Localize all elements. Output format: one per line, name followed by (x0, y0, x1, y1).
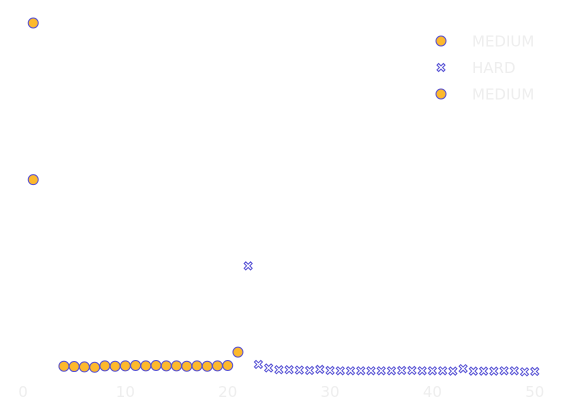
data-point (304, 365, 315, 376)
data-point (427, 366, 438, 376)
data-point (356, 366, 366, 376)
data-point (325, 365, 335, 376)
data-point (27, 17, 39, 29)
data-point (119, 360, 131, 372)
data-point (58, 360, 70, 372)
data-point (99, 360, 111, 372)
data-point (478, 366, 489, 376)
data-point (253, 359, 264, 370)
data-point (386, 366, 397, 376)
data-point (499, 366, 509, 376)
data-point (171, 360, 183, 372)
x-tick-label: 0 (18, 383, 28, 401)
legend-marker (435, 35, 447, 47)
legend-item: MEDIUM (435, 86, 534, 104)
data-point (407, 365, 417, 376)
data-point (222, 359, 234, 371)
x-axis: 0 10 20 30 40 50 (18, 383, 544, 401)
data-point (68, 361, 80, 373)
legend-label: HARD (472, 59, 516, 77)
data-point (211, 360, 223, 372)
legend-marker (436, 62, 446, 73)
data-point (458, 363, 468, 374)
legend-marker (435, 88, 447, 100)
data-point (89, 361, 101, 373)
data-point (109, 360, 121, 372)
data-point (417, 366, 427, 376)
series-1 (27, 174, 244, 373)
x-tick-label: 40 (423, 383, 442, 401)
x-tick-label: 10 (116, 383, 135, 401)
x-tick-label: 20 (218, 383, 237, 401)
data-point (160, 360, 172, 372)
data-point (150, 359, 162, 371)
x-tick-label: 50 (525, 383, 544, 401)
data-point (335, 366, 346, 376)
data-point (315, 364, 325, 375)
legend-item: MEDIUM (435, 33, 534, 51)
data-point (201, 360, 213, 372)
data-point (27, 174, 39, 186)
data-point (78, 361, 90, 373)
data-point (140, 360, 152, 372)
data-point (530, 366, 540, 377)
data-point (345, 366, 356, 376)
data-point (489, 366, 499, 376)
data-point (366, 366, 376, 376)
data-point (191, 360, 203, 372)
data-point (376, 366, 386, 376)
x-tick-label: 30 (321, 383, 340, 401)
data-point (263, 363, 274, 373)
series-2 (243, 261, 540, 377)
data-point (509, 366, 520, 376)
data-point (294, 365, 305, 375)
series-3 (27, 17, 39, 29)
data-point (437, 366, 448, 376)
plot-area (27, 17, 540, 377)
data-point (274, 365, 284, 375)
data-point (181, 360, 193, 372)
data-point (396, 365, 407, 376)
data-point (284, 365, 294, 375)
legend: MEDIUM HARD MEDIUM (435, 33, 534, 104)
data-point (232, 346, 244, 358)
legend-label: MEDIUM (472, 86, 534, 104)
legend-item: HARD (436, 59, 516, 77)
legend-label: MEDIUM (472, 33, 534, 51)
data-point (243, 261, 253, 271)
data-point (519, 367, 530, 377)
data-point (448, 366, 458, 376)
data-point (130, 359, 142, 371)
data-point (468, 366, 479, 376)
